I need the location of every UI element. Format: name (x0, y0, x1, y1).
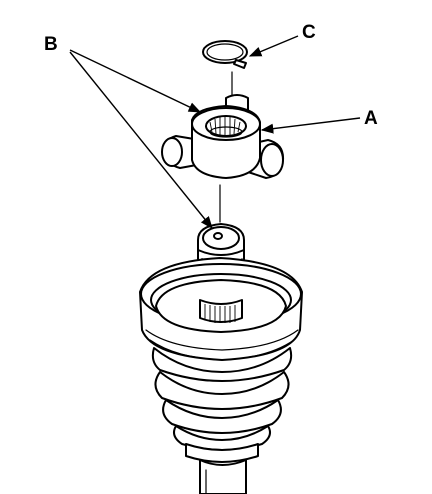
leader-b-hub (69, 49, 202, 113)
shaft-center-mark (213, 232, 223, 240)
callout-c: C (302, 22, 316, 43)
leader-b-shaft (69, 51, 213, 229)
leader-c (248, 35, 299, 57)
leader-lines (69, 35, 361, 229)
callout-a: A (364, 108, 378, 129)
circlip (202, 40, 248, 69)
callout-b: B (44, 34, 58, 55)
outer-joint-housing (139, 257, 303, 361)
leader-a (260, 117, 361, 134)
spider-joint (161, 94, 285, 179)
cv-boot (151, 347, 293, 494)
